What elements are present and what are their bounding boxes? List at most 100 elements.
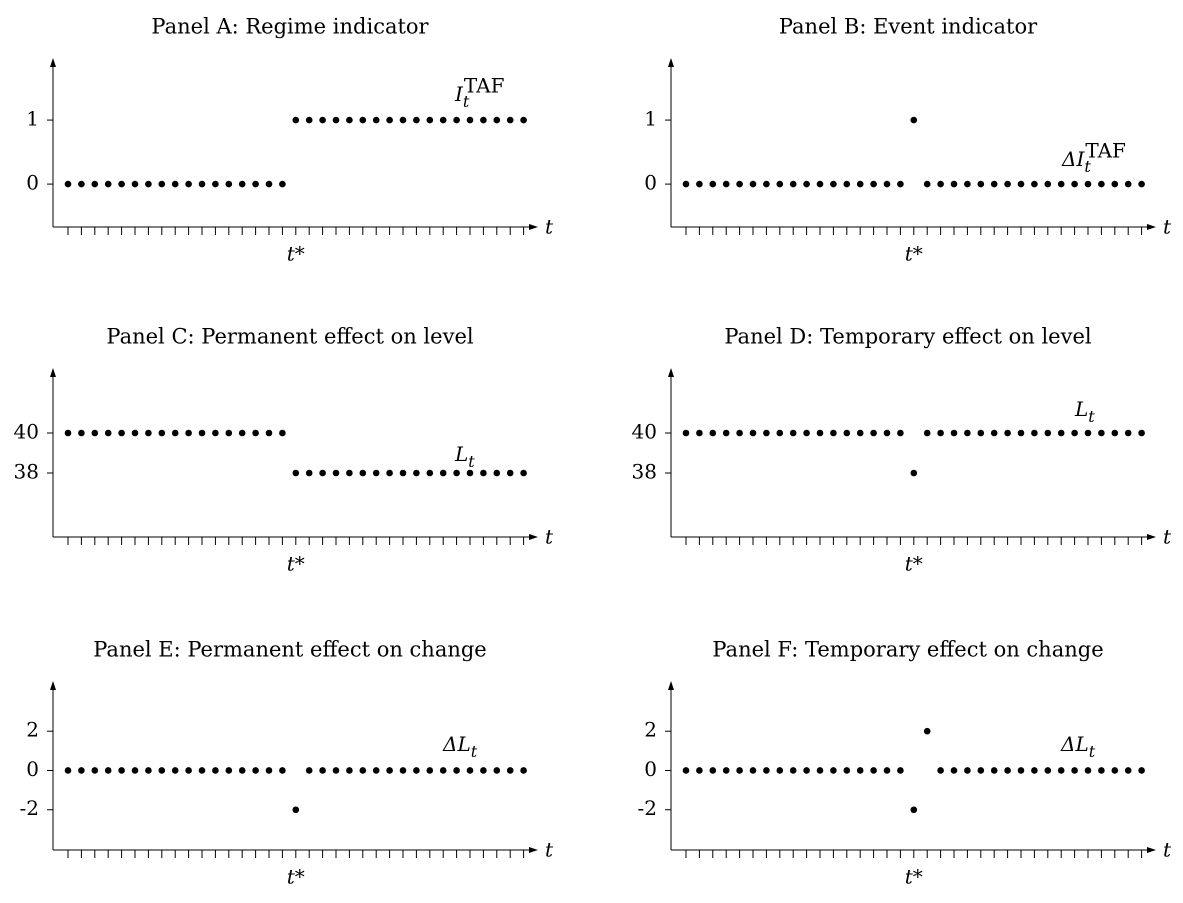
data-point <box>520 767 527 774</box>
data-point <box>883 180 891 188</box>
data-point <box>346 767 353 774</box>
x-axis-arrow <box>529 224 538 230</box>
data-point <box>91 180 99 188</box>
data-point <box>937 429 944 437</box>
data-point <box>1098 429 1105 437</box>
data-point <box>426 116 434 124</box>
data-point <box>1111 429 1119 437</box>
y-axis-arrow <box>50 58 56 67</box>
data-point <box>225 767 233 774</box>
data-point <box>1017 429 1025 437</box>
data-point <box>145 767 152 774</box>
data-point <box>856 767 864 774</box>
x-axis-label: t <box>1163 525 1172 549</box>
data-point <box>1138 767 1145 774</box>
data-point <box>372 767 380 774</box>
data-point <box>319 469 326 477</box>
data-point <box>736 429 743 437</box>
x-tick-label: t* <box>287 865 305 889</box>
data-point <box>950 180 958 188</box>
data-point <box>990 429 998 437</box>
data-point <box>319 767 326 774</box>
data-point <box>64 767 72 774</box>
x-axis-arrow <box>1147 534 1156 540</box>
data-point <box>359 469 367 477</box>
data-point <box>158 429 166 437</box>
data-point <box>870 429 877 437</box>
data-point <box>722 180 730 188</box>
data-point <box>897 767 904 774</box>
data-point <box>506 116 514 124</box>
series-label-base: L <box>1074 397 1088 421</box>
data-point <box>346 116 353 124</box>
data-point <box>131 767 139 774</box>
data-point <box>279 429 286 437</box>
y-tick-label: 2 <box>644 718 657 742</box>
data-point <box>466 469 474 477</box>
data-point <box>883 429 891 437</box>
data-point <box>91 429 99 437</box>
data-point <box>78 767 85 774</box>
data-point <box>1044 429 1052 437</box>
data-point <box>372 116 380 124</box>
data-point <box>910 116 918 124</box>
data-point <box>709 767 717 774</box>
data-point <box>386 116 393 124</box>
data-point <box>1084 429 1092 437</box>
data-point <box>749 429 757 437</box>
data-point <box>238 429 246 437</box>
data-point <box>696 180 703 188</box>
data-point <box>923 180 931 188</box>
data-point <box>682 429 690 437</box>
data-point <box>816 767 824 774</box>
data-point <box>883 767 891 774</box>
data-point <box>426 767 434 774</box>
data-point <box>185 180 192 188</box>
data-point <box>198 767 206 774</box>
data-point <box>1071 767 1078 774</box>
data-point <box>923 429 931 437</box>
data-point <box>279 180 286 188</box>
data-point <box>776 429 784 437</box>
x-axis-label: t <box>1163 215 1172 239</box>
y-axis-arrow <box>668 368 674 377</box>
y-tick-label: 2 <box>26 718 39 742</box>
data-point <box>265 767 273 774</box>
data-point <box>372 469 380 477</box>
data-point <box>292 469 300 477</box>
data-point <box>453 116 460 124</box>
x-axis-arrow <box>529 534 538 540</box>
series-label: ΔIt <box>1061 147 1091 176</box>
data-point <box>803 180 810 188</box>
data-point <box>332 767 340 774</box>
y-axis-arrow <box>668 58 674 67</box>
data-point <box>1017 767 1025 774</box>
data-point <box>1004 429 1011 437</box>
data-point <box>843 429 851 437</box>
data-point <box>1004 767 1011 774</box>
data-point <box>816 429 824 437</box>
data-point <box>803 767 810 774</box>
data-point <box>964 767 971 774</box>
data-point <box>212 767 219 774</box>
y-tick-label: 38 <box>632 460 657 484</box>
data-point <box>118 180 125 188</box>
data-point <box>413 767 420 774</box>
series-label-base: ΔL <box>1060 732 1089 756</box>
data-point <box>439 116 447 124</box>
data-point <box>104 767 112 774</box>
y-tick-label: 0 <box>26 757 39 781</box>
data-point <box>493 767 501 774</box>
series-label: Lt <box>1074 397 1095 426</box>
data-point <box>279 767 286 774</box>
data-point <box>252 767 259 774</box>
series-label-superscript: TAF <box>464 74 505 98</box>
data-point <box>1138 429 1145 437</box>
data-point <box>171 767 179 774</box>
panel-title: Panel C: Permanent effect on level <box>106 325 473 349</box>
data-point <box>453 469 460 477</box>
data-point <box>1071 429 1078 437</box>
data-point <box>171 180 179 188</box>
data-point <box>1084 180 1092 188</box>
data-point <box>480 116 487 124</box>
